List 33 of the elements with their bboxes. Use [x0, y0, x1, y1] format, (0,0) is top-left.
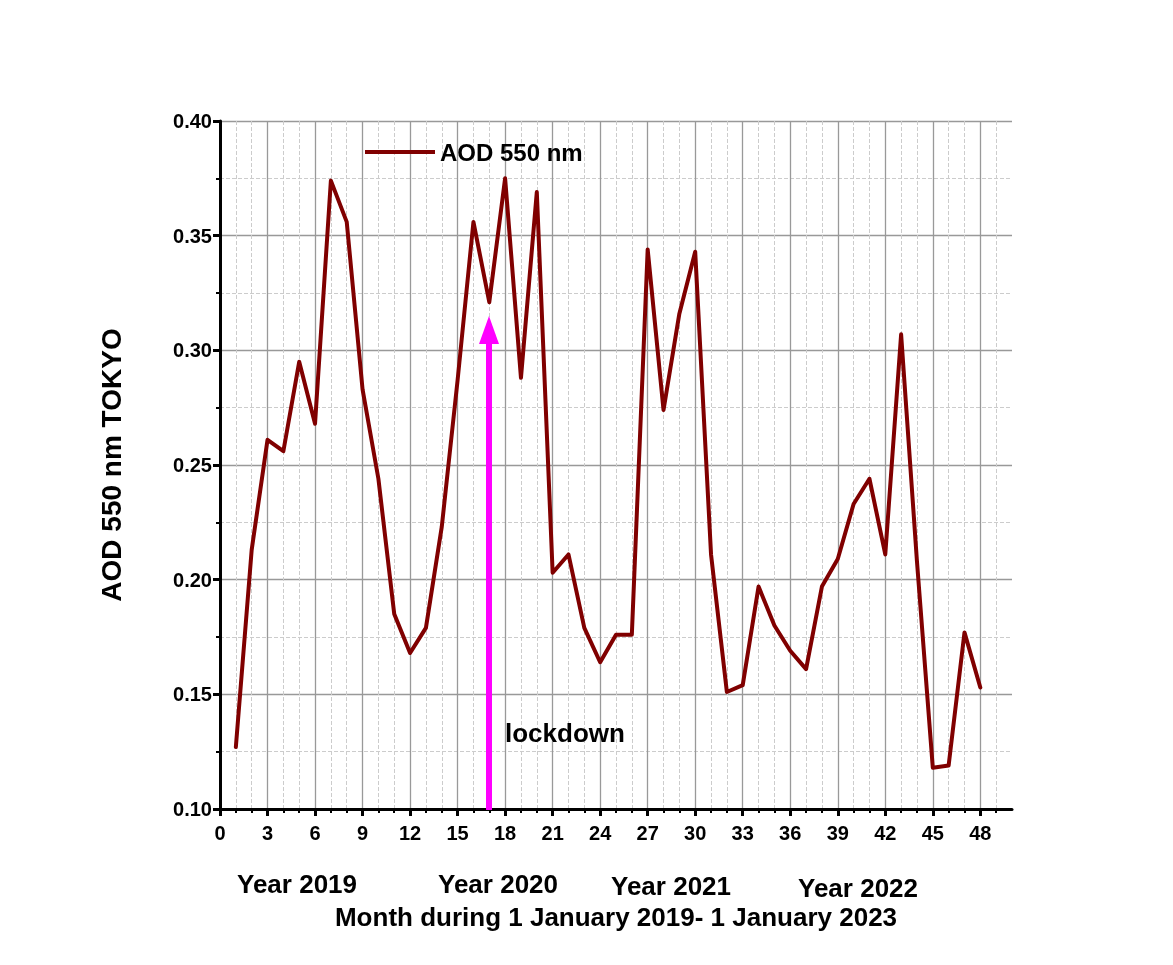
y-tick-label: 0.25	[173, 454, 212, 476]
y-tick-label: 0.30	[173, 339, 212, 362]
x-tick-label: 9	[357, 822, 369, 844]
x-tick-label: 21	[541, 822, 564, 844]
x-tick-label: 39	[826, 822, 849, 844]
text: Year 2022	[797, 873, 919, 903]
x-tick-label: 3	[261, 822, 274, 844]
y-tick-label: 0.40	[173, 110, 212, 132]
x-tick-label: 18	[493, 822, 517, 844]
x-tick-label: 27	[636, 822, 659, 844]
y-axis-title: AOD 550 nm TOKYO	[95, 328, 127, 602]
x-tick-label: 30	[684, 822, 707, 844]
y-tick-label: 0.10	[173, 798, 212, 820]
x-tick-label: 12	[398, 822, 422, 844]
x-tick-label: 42	[874, 822, 897, 844]
x-tick-label: 48	[969, 822, 992, 844]
text: Year 2021	[610, 871, 732, 901]
x-tick-label: 36	[779, 822, 802, 844]
x-tick-label: 15	[446, 822, 469, 844]
x-tick-label: 45	[921, 822, 944, 844]
y-tick-label: 0.15	[173, 683, 212, 706]
legend-label: AOD 550 nm	[440, 138, 583, 166]
line-series	[233, 176, 983, 770]
annotation: lockdown	[505, 718, 625, 748]
x-axis-title: Month during 1 January 2019- 1 January 2023	[334, 902, 898, 932]
x-tick-label: 33	[731, 822, 754, 844]
y-tick-label: 0.35	[173, 224, 212, 247]
x-tick-label: 0	[214, 822, 226, 844]
x-tick-label: 6	[309, 822, 321, 844]
y-tick-label: 0.20	[173, 568, 212, 591]
text: Year 2019	[236, 869, 358, 899]
x-tick-label: 24	[589, 822, 613, 844]
text: Year 2020	[437, 869, 559, 899]
